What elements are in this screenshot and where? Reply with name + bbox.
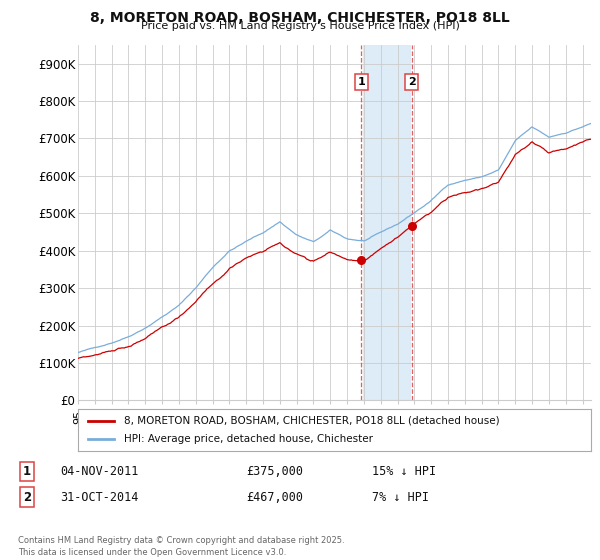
Text: Price paid vs. HM Land Registry's House Price Index (HPI): Price paid vs. HM Land Registry's House … (140, 21, 460, 31)
Text: 7% ↓ HPI: 7% ↓ HPI (372, 491, 429, 504)
Text: 1: 1 (23, 465, 31, 478)
Text: 8, MORETON ROAD, BOSHAM, CHICHESTER, PO18 8LL (detached house): 8, MORETON ROAD, BOSHAM, CHICHESTER, PO1… (124, 416, 500, 426)
Text: 1: 1 (358, 77, 365, 87)
Text: 15% ↓ HPI: 15% ↓ HPI (372, 465, 436, 478)
Text: HPI: Average price, detached house, Chichester: HPI: Average price, detached house, Chic… (124, 434, 373, 444)
Text: Contains HM Land Registry data © Crown copyright and database right 2025.
This d: Contains HM Land Registry data © Crown c… (18, 536, 344, 557)
Text: 04-NOV-2011: 04-NOV-2011 (60, 465, 139, 478)
Text: £375,000: £375,000 (246, 465, 303, 478)
Text: £467,000: £467,000 (246, 491, 303, 504)
Text: 8, MORETON ROAD, BOSHAM, CHICHESTER, PO18 8LL: 8, MORETON ROAD, BOSHAM, CHICHESTER, PO1… (90, 11, 510, 25)
Text: 2: 2 (23, 491, 31, 504)
Text: 31-OCT-2014: 31-OCT-2014 (60, 491, 139, 504)
Text: 2: 2 (407, 77, 415, 87)
